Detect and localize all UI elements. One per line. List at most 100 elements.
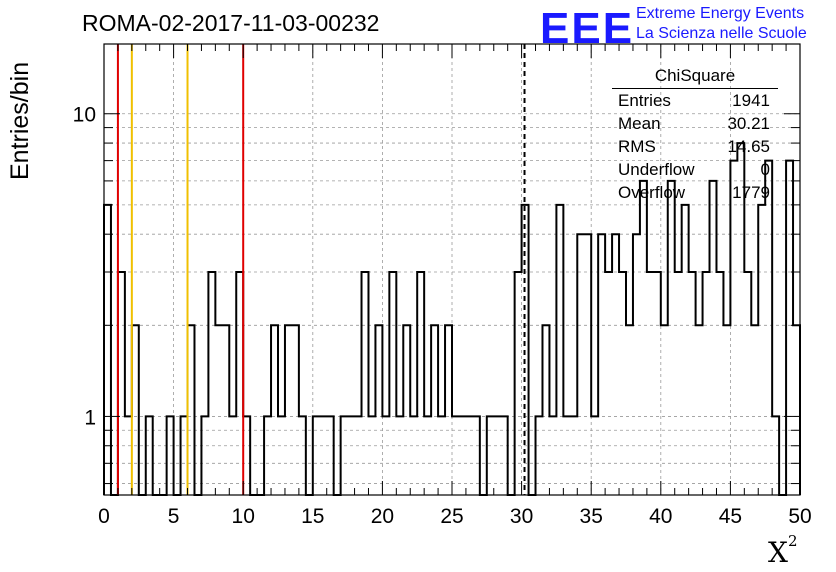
- stats-label: Mean: [618, 114, 661, 133]
- histogram-bin: [299, 416, 306, 495]
- histogram-bin: [612, 234, 619, 495]
- histogram-bin: [584, 234, 591, 495]
- histogram-bin: [341, 416, 348, 495]
- stats-value: 1779: [732, 183, 770, 202]
- plot-area: [104, 44, 800, 495]
- histogram-bin: [536, 416, 543, 495]
- histogram-outline: [103, 142, 801, 496]
- histogram-bin: [438, 416, 445, 495]
- tick-labels: 0 5 10 15 20 25 30 35 40 45 50 1 10: [73, 104, 812, 528]
- axis-ticks: [103, 44, 801, 495]
- stats-row-mean: Mean 30.21: [612, 112, 778, 135]
- histogram-bin: [327, 416, 334, 495]
- stats-box: ChiSquare Entries 1941 Mean 30.21 RMS 14.65 Un…: [612, 66, 778, 204]
- stats-label: Underflow: [618, 160, 695, 179]
- histogram-bin: [445, 325, 452, 495]
- histogram-bin: [765, 161, 772, 495]
- x-tick-label: 15: [301, 505, 324, 528]
- histogram-bin: [515, 272, 522, 495]
- histogram-bin: [563, 416, 570, 495]
- histogram-bin: [264, 416, 271, 495]
- histogram-bin: [598, 234, 605, 495]
- stats-title: ChiSquare: [612, 66, 778, 89]
- histogram-bin: [744, 272, 751, 495]
- y-tick-label: 10: [73, 104, 96, 127]
- y-axis-label: Entries/bin: [6, 61, 34, 180]
- x-tick-label: 30: [510, 505, 533, 528]
- histogram-bin: [243, 416, 250, 495]
- histogram-bin: [459, 416, 466, 495]
- histogram: [103, 142, 801, 496]
- stats-value: 0: [760, 160, 770, 179]
- histogram-bin: [689, 272, 696, 495]
- histogram-bin: [466, 416, 473, 495]
- histogram-bin: [682, 205, 689, 495]
- histogram-bin: [104, 205, 111, 495]
- histogram-bin: [368, 416, 375, 495]
- histogram-bin: [703, 272, 710, 495]
- histogram-bin: [710, 181, 717, 495]
- histogram-bin: [786, 161, 793, 495]
- histogram-bin: [125, 416, 132, 495]
- stats-label: Entries: [618, 91, 671, 110]
- x-axis-label: X2: [768, 531, 798, 569]
- histogram-bin: [132, 325, 139, 495]
- histogram-bin: [633, 234, 640, 495]
- x-tick-label: 40: [649, 505, 672, 528]
- histogram-bin: [556, 205, 563, 495]
- histogram-bin: [661, 325, 668, 495]
- histogram-bin: [549, 416, 556, 495]
- stats-row-underflow: Underflow 0: [612, 158, 778, 181]
- histogram-bin: [654, 272, 661, 495]
- histogram-bin: [271, 325, 278, 495]
- eee-logo: EEE: [540, 4, 635, 53]
- x-tick-label: 35: [580, 505, 603, 528]
- stats-label: RMS: [618, 137, 656, 156]
- histogram-bin: [640, 181, 647, 495]
- histogram-bin: [362, 272, 369, 495]
- histogram-bin: [118, 272, 125, 495]
- histogram-bin: [375, 325, 382, 495]
- histogram-bin: [431, 325, 438, 495]
- histogram-bin: [236, 272, 243, 495]
- logo-caption: Extreme Energy Events La Scienza nelle S…: [636, 4, 807, 44]
- histogram-bin: [278, 416, 285, 495]
- histogram-bin: [208, 272, 215, 495]
- x-tick-label: 10: [232, 505, 255, 528]
- histogram-bin: [410, 416, 417, 495]
- histogram-bin: [389, 272, 396, 495]
- stats-row-rms: RMS 14.65: [612, 135, 778, 158]
- histogram-bin: [647, 272, 654, 495]
- histogram-bin: [403, 325, 410, 495]
- histogram-bin: [320, 416, 327, 495]
- histogram-bin: [494, 416, 501, 495]
- stats-rows: Entries 1941 Mean 30.21 RMS 14.65 Underflow 0 Ov…: [612, 89, 778, 204]
- stats-value: 1941: [732, 91, 770, 110]
- histogram-bin: [487, 416, 494, 495]
- x-tick-label: 50: [788, 505, 811, 528]
- stats-value: 30.21: [727, 114, 770, 133]
- histogram-bin: [751, 325, 758, 495]
- histogram-bin: [473, 416, 480, 495]
- histogram-bin: [181, 416, 188, 495]
- chart-title: ROMA-02-2017-11-03-00232: [82, 10, 380, 36]
- x-tick-label: 25: [440, 505, 463, 528]
- histogram-bin: [285, 325, 292, 495]
- histogram-bin: [424, 416, 431, 495]
- histogram-bin: [626, 325, 633, 495]
- histogram-bin: [417, 272, 424, 495]
- histogram-bin: [167, 416, 174, 495]
- histogram-bin: [222, 325, 229, 495]
- histogram-bin: [201, 416, 208, 495]
- stats-row-entries: Entries 1941: [612, 89, 778, 112]
- histogram-bin: [501, 416, 508, 495]
- stats-value: 14.65: [727, 137, 770, 156]
- histogram-bin: [229, 416, 236, 495]
- histogram-bin: [716, 272, 723, 495]
- histogram-bin: [793, 325, 800, 495]
- histogram-bin: [292, 325, 299, 495]
- histogram-bin: [730, 161, 737, 495]
- stats-label: Overflow: [618, 183, 686, 202]
- histogram-bin: [215, 325, 222, 495]
- histogram-bin: [675, 272, 682, 495]
